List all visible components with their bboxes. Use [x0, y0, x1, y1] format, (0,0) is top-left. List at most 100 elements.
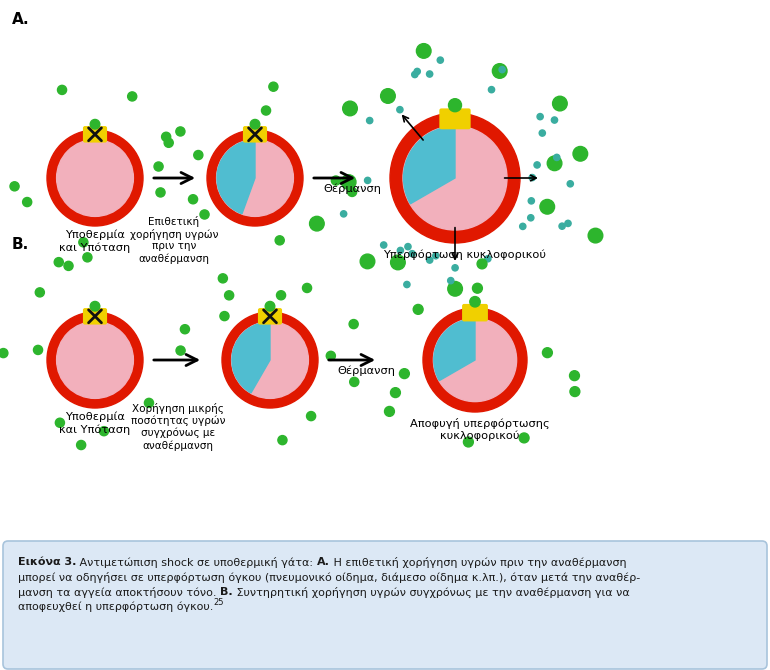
Circle shape: [47, 312, 143, 408]
Circle shape: [99, 427, 109, 436]
Wedge shape: [434, 319, 475, 381]
Text: Επιθετική
χορήγηση υγρών
πριν την
αναθέρμανση: Επιθετική χορήγηση υγρών πριν την αναθέρ…: [130, 216, 218, 263]
Circle shape: [405, 243, 411, 250]
Circle shape: [417, 44, 431, 58]
Circle shape: [434, 318, 517, 401]
Circle shape: [326, 351, 336, 360]
Circle shape: [452, 265, 458, 271]
FancyBboxPatch shape: [3, 541, 767, 669]
Circle shape: [540, 200, 554, 214]
Circle shape: [364, 178, 371, 184]
Circle shape: [427, 71, 433, 77]
Circle shape: [553, 96, 567, 111]
Circle shape: [390, 113, 520, 243]
Wedge shape: [232, 322, 270, 393]
FancyBboxPatch shape: [440, 109, 470, 129]
Polygon shape: [413, 74, 417, 77]
Circle shape: [588, 228, 603, 243]
Polygon shape: [530, 201, 533, 204]
Circle shape: [448, 281, 463, 296]
Circle shape: [437, 57, 444, 63]
Polygon shape: [541, 133, 544, 135]
Circle shape: [367, 117, 373, 124]
Circle shape: [33, 345, 42, 354]
Circle shape: [57, 139, 133, 216]
FancyBboxPatch shape: [83, 308, 107, 324]
Circle shape: [306, 411, 316, 421]
Circle shape: [423, 308, 527, 412]
Circle shape: [340, 211, 346, 217]
Circle shape: [76, 440, 85, 450]
Circle shape: [156, 188, 165, 197]
Circle shape: [551, 117, 557, 123]
Circle shape: [403, 281, 410, 287]
Wedge shape: [403, 127, 455, 204]
Circle shape: [265, 302, 275, 311]
Polygon shape: [398, 110, 401, 112]
Circle shape: [218, 274, 227, 283]
Circle shape: [0, 348, 8, 358]
Circle shape: [79, 238, 88, 247]
Circle shape: [397, 247, 403, 253]
Polygon shape: [531, 178, 534, 180]
Circle shape: [570, 387, 580, 397]
Circle shape: [534, 162, 541, 168]
Circle shape: [176, 127, 185, 136]
Text: 25: 25: [213, 598, 224, 608]
Circle shape: [349, 320, 358, 329]
Circle shape: [537, 113, 544, 120]
Circle shape: [539, 130, 545, 136]
Circle shape: [189, 195, 198, 204]
Circle shape: [35, 288, 45, 297]
Circle shape: [22, 198, 32, 206]
Circle shape: [447, 277, 454, 283]
Text: μανση τα αγγεία αποκτήσουν τόνο.: μανση τα αγγεία αποκτήσουν τόνο.: [18, 587, 220, 598]
Circle shape: [250, 119, 259, 129]
FancyBboxPatch shape: [258, 308, 282, 324]
Polygon shape: [569, 184, 572, 186]
Text: Εικόνα 3.: Εικόνα 3.: [18, 557, 76, 567]
Circle shape: [380, 88, 395, 103]
Wedge shape: [217, 140, 255, 214]
Polygon shape: [407, 247, 410, 249]
Circle shape: [58, 85, 67, 94]
Circle shape: [448, 98, 461, 112]
Circle shape: [570, 371, 579, 381]
Circle shape: [499, 66, 505, 73]
FancyBboxPatch shape: [462, 304, 488, 322]
Polygon shape: [500, 70, 504, 72]
Polygon shape: [366, 180, 369, 183]
Polygon shape: [399, 251, 402, 253]
Circle shape: [90, 119, 100, 129]
Circle shape: [397, 107, 403, 113]
Polygon shape: [416, 72, 419, 74]
Circle shape: [154, 162, 163, 171]
Circle shape: [262, 106, 270, 115]
Text: μπορεί να οδηγήσει σε υπερφόρτωση όγκου (πνευμονικό οίδημα, διάμεσο οίδημα κ.λπ.: μπορεί να οδηγήσει σε υπερφόρτωση όγκου …: [18, 572, 640, 583]
Circle shape: [433, 253, 439, 259]
Wedge shape: [232, 322, 270, 393]
Circle shape: [90, 302, 100, 311]
Circle shape: [473, 283, 482, 293]
Text: Θέρμανση: Θέρμανση: [323, 184, 381, 194]
Circle shape: [216, 139, 293, 216]
Circle shape: [10, 182, 19, 191]
Circle shape: [180, 325, 189, 334]
Polygon shape: [405, 285, 408, 287]
Text: Β.: Β.: [220, 587, 233, 596]
Circle shape: [225, 291, 233, 300]
Text: αποφευχθεί η υπερφόρτωση όγκου.: αποφευχθεί η υπερφόρτωση όγκου.: [18, 602, 213, 612]
Circle shape: [57, 322, 133, 399]
Polygon shape: [428, 260, 431, 263]
Circle shape: [384, 407, 394, 416]
Circle shape: [400, 369, 410, 379]
Circle shape: [54, 257, 63, 267]
Polygon shape: [536, 165, 539, 168]
Circle shape: [303, 283, 312, 293]
Circle shape: [360, 254, 375, 269]
Circle shape: [347, 188, 357, 196]
Circle shape: [427, 257, 433, 263]
Circle shape: [200, 210, 209, 219]
Polygon shape: [521, 226, 524, 229]
Circle shape: [276, 291, 286, 300]
